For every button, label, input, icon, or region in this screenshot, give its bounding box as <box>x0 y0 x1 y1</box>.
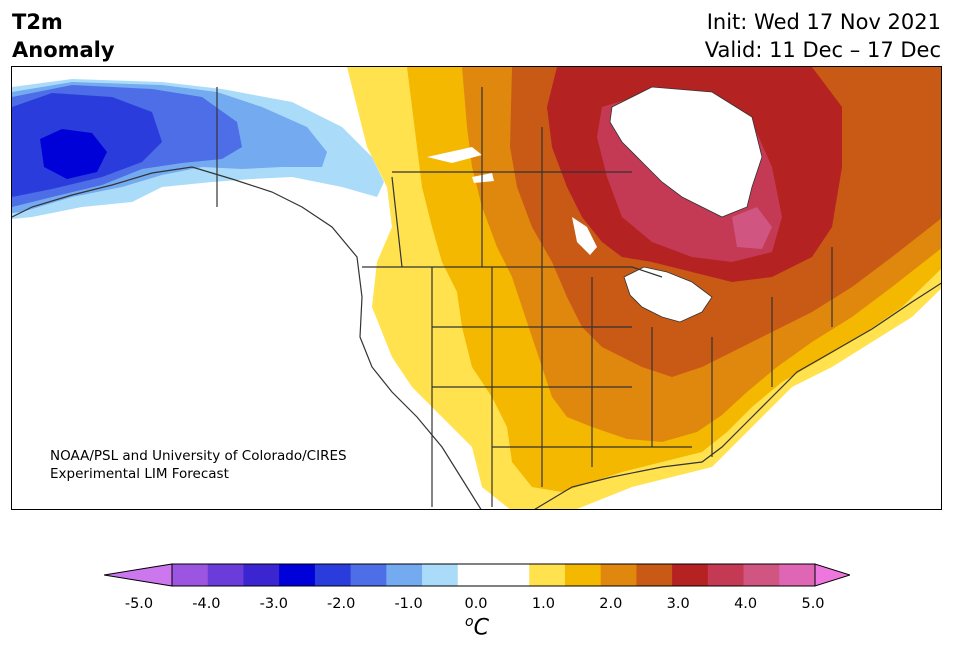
forecast-dates: Init: Wed 17 Nov 2021 Valid: 11 Dec – 17… <box>705 8 941 64</box>
colorbar-tick-label: 3.0 <box>666 596 690 612</box>
colorbar-tick-label: -3.0 <box>259 596 288 612</box>
colorbar-cell <box>314 564 352 586</box>
colorbar-cell <box>172 564 209 586</box>
colorbar-cell <box>207 564 244 586</box>
colorbar-cell <box>707 564 745 586</box>
colorbar-cell <box>779 564 816 586</box>
hudson-bay <box>609 86 763 218</box>
colorbar-tick-label: -2.0 <box>327 596 356 612</box>
colorbar-tick-label: 1.0 <box>531 596 555 612</box>
cold-anomaly-region <box>12 79 384 219</box>
degree-symbol: o <box>465 614 474 630</box>
credit-line-2: Experimental LIM Forecast <box>50 466 229 482</box>
colorbar-cell <box>350 564 387 586</box>
valid-date: Valid: 11 Dec – 17 Dec <box>704 38 941 62</box>
great-slave-lake <box>427 147 482 163</box>
water-bodies <box>427 86 763 323</box>
map-canvas <box>12 67 941 509</box>
colorbar-cell <box>564 564 602 586</box>
colorbar <box>104 563 850 587</box>
lake-athabasca <box>472 173 494 183</box>
colorbar-cell <box>672 564 709 586</box>
colorbar-ticks: -5.0 -4.0 -3.0 -2.0 -1.0 0.0 1.0 2.0 3.0 4.0 5.0 <box>0 596 953 616</box>
colorbar-cell <box>279 564 316 586</box>
colorbar-cell <box>457 564 494 586</box>
colorbar-tick-label: 4.0 <box>734 596 758 612</box>
lake-winnipeg <box>572 217 597 255</box>
colorbar-cell <box>422 564 459 586</box>
colorbar-cell <box>600 564 637 586</box>
variable-description: Anomaly <box>12 38 115 62</box>
credit-text: NOAA/PSL and University of Colorado/CIRE… <box>50 447 347 483</box>
colorbar-cell <box>636 564 673 586</box>
colorbar-cell <box>529 564 566 586</box>
colorbar-tick-label: -4.0 <box>192 596 221 612</box>
great-lakes <box>623 266 713 323</box>
map-title: T2m Anomaly <box>12 8 115 64</box>
colorbar-over-arrow <box>814 563 850 587</box>
credit-line-1: NOAA/PSL and University of Colorado/CIRE… <box>50 448 347 464</box>
colorbar-tick-label: 2.0 <box>599 596 623 612</box>
colorbar-unit: oC <box>465 614 489 640</box>
colorbar-cell <box>493 564 530 586</box>
colorbar-under-arrow <box>104 563 173 587</box>
colorbar-tick-label: 0.0 <box>464 596 488 612</box>
colorbar-cell <box>243 564 280 586</box>
colorbar-cell <box>743 564 780 586</box>
variable-name: T2m <box>12 10 63 34</box>
colorbar-tick-label: -5.0 <box>124 596 154 612</box>
colorbar-tick-label: -1.0 <box>394 596 423 612</box>
colorbar-outline <box>171 563 816 587</box>
colorbar-cell <box>386 564 423 586</box>
init-date: Init: Wed 17 Nov 2021 <box>706 10 941 34</box>
colorbar-tick-label: 5.0 <box>801 596 825 612</box>
anomaly-map: NOAA/PSL and University of Colorado/CIRE… <box>11 66 942 510</box>
map-borders <box>12 87 941 509</box>
unit-letter: C <box>473 615 489 641</box>
